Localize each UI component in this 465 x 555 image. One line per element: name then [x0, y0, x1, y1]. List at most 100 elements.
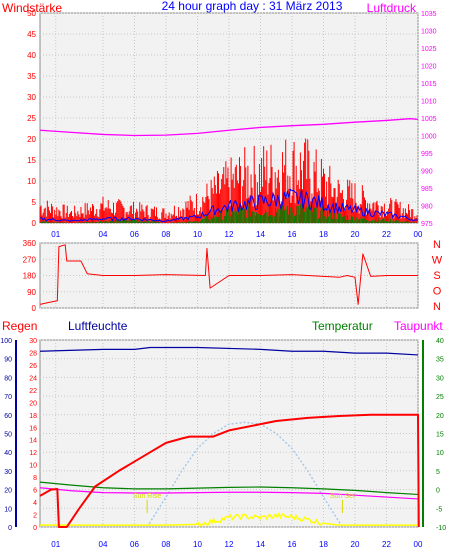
rain-tick-label: 20: [29, 400, 37, 407]
temperature-tick-label: -10: [436, 525, 446, 532]
humidity-tick-label: 50: [4, 432, 12, 439]
temperature-tick-label: 0: [436, 488, 440, 495]
rain-tick-label: 6: [33, 488, 37, 495]
temperature-tick-label: 15: [436, 432, 444, 439]
temperature-tick-label: 40: [436, 338, 444, 345]
x-tick-label: 18: [319, 540, 328, 549]
humidity-tick-label: 30: [4, 469, 12, 476]
wind-pressure-series: [39, 118, 419, 223]
x-tick-label: 14: [256, 540, 265, 549]
humidity-tick-label: 80: [4, 375, 12, 382]
rain-humidity-axis-ticks: 0 10 20 30 40 50 60 70 80 90 100: [0, 338, 17, 532]
x-tick-label: 16: [288, 540, 297, 549]
dewpoint-line: [39, 487, 419, 500]
x-tick-label: 14: [256, 230, 265, 239]
x-tick-label: 01: [51, 230, 60, 239]
wind-direction-line: [39, 244, 418, 305]
x-tick-label: 04: [99, 540, 108, 549]
wind-speed-line: [39, 188, 419, 223]
x-tick-label: 10: [193, 540, 202, 549]
x-tick-label: 20: [351, 230, 360, 239]
pressure-tick-label: 980: [421, 204, 433, 211]
wind-tick-label: 30: [27, 93, 36, 102]
solar-line: [40, 512, 418, 528]
sun-elevation-line: [146, 421, 344, 528]
rain-tick-label: 28: [29, 350, 37, 357]
dewpoint-axis-title: Taupunkt: [394, 319, 443, 333]
x-tick-label: 08: [162, 230, 171, 239]
rain-tick-label: 2: [33, 513, 37, 520]
climate-series: [39, 346, 420, 528]
wind-tick-label: 50: [27, 9, 36, 18]
humidity-tick-label: 70: [4, 394, 12, 401]
humidity-tick-label: 0: [8, 525, 12, 532]
direction-tick-label: 270: [23, 255, 37, 264]
pressure-tick-label: 1030: [421, 29, 437, 36]
x-tick-label: 04: [99, 230, 108, 239]
pressure-axis-title: Luftdruck: [367, 1, 417, 15]
humidity-tick-label: 20: [4, 488, 12, 495]
wind-speed-axis-ticks: 0 5 10 15 20 25 30 35 40 45 50: [27, 9, 36, 228]
direction-tick-label: 90: [27, 288, 36, 297]
compass-letter: S: [433, 270, 440, 282]
pressure-tick-label: 1000: [421, 134, 437, 141]
rain-tick-label: 10: [29, 463, 37, 470]
rain-tick-label: 0: [33, 525, 37, 532]
direction-tick-label: 360: [23, 239, 37, 248]
pressure-tick-label: 995: [421, 151, 433, 158]
rain-tick-label: 22: [29, 388, 37, 395]
rain-tick-label: 14: [29, 438, 37, 445]
direction-tick-label: 0: [32, 304, 37, 313]
x-tick-label: 16: [288, 230, 297, 239]
x-tick-label: 12: [225, 230, 234, 239]
x-tick-label: 00: [414, 540, 423, 549]
x-tick-label: 01: [51, 540, 60, 549]
x-tick-label: 18: [319, 230, 328, 239]
pressure-tick-label: 1035: [421, 11, 437, 18]
wind-tick-label: 15: [27, 156, 36, 165]
humidity-tick-label: 10: [4, 506, 12, 513]
compass-letter: W: [432, 255, 443, 267]
pressure-tick-label: 1005: [421, 116, 437, 123]
wind-axis-title: Windstärke: [2, 1, 62, 15]
direction-tick-label: 180: [23, 272, 37, 281]
sun-label: Sun Set: [330, 493, 355, 500]
wind-tick-label: 45: [27, 30, 36, 39]
compass-letter: N: [433, 301, 441, 313]
x-tick-label: 20: [351, 540, 360, 549]
pressure-line: [39, 118, 419, 137]
temperature-tick-label: 35: [436, 357, 444, 364]
temperature-tick-label: 30: [436, 375, 444, 382]
temperature-axis-title: Temperatur: [312, 319, 373, 333]
temperature-tick-label: 10: [436, 450, 444, 457]
wind-tick-label: 20: [27, 135, 36, 144]
pressure-tick-label: 1025: [421, 46, 437, 53]
wind-tick-label: 40: [27, 51, 36, 60]
wind-tick-label: 0: [32, 219, 37, 228]
pressure-tick-label: 1010: [421, 99, 437, 106]
pressure-tick-label: 990: [421, 169, 433, 176]
x-tick-label: 00: [414, 230, 423, 239]
humidity-tick-label: 40: [4, 450, 12, 457]
rain-tick-label: 18: [29, 413, 37, 420]
x-tick-label: 22: [382, 230, 391, 239]
rain-tick-label: 4: [33, 500, 37, 507]
wind-average-series: [39, 200, 418, 223]
x-tick-label: 06: [130, 540, 139, 549]
wind-tick-label: 35: [27, 72, 36, 81]
pressure-tick-label: 975: [421, 221, 433, 228]
compass-letter: O: [433, 286, 442, 298]
rain-tick-label: 24: [29, 375, 37, 382]
wind-tick-label: 25: [27, 114, 36, 123]
x-tick-label: 12: [225, 540, 234, 549]
pressure-axis-ticks: 975 980 985 990 995 1000 1005 1010 1015 1020 1025 1…: [421, 11, 437, 228]
humidity-tick-label: 100: [0, 338, 12, 345]
wind-tick-label: 5: [32, 198, 37, 207]
temperature-tick-label: 25: [436, 394, 444, 401]
wind-direction-series: [39, 244, 418, 305]
rain-tick-label: 12: [29, 450, 37, 457]
